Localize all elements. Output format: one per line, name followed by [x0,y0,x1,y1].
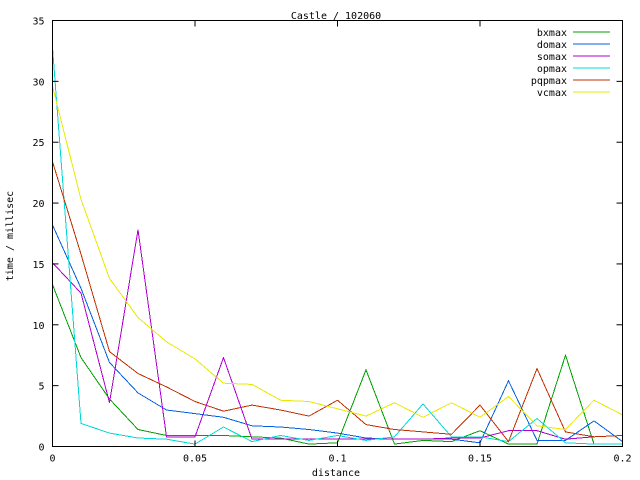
x-tick-label: 0.05 [183,454,207,465]
series-line-pqpmax [52,161,623,443]
legend-label-pqpmax: pqpmax [531,76,567,87]
legend-label-bxmax: bxmax [537,28,567,39]
y-tick-label: 10 [32,321,44,332]
x-tick-label: 0.15 [468,454,492,465]
series-layer [52,47,623,445]
series-line-opmax [52,47,623,445]
y-tick-label: 15 [32,260,44,271]
x-tick-label: 0.2 [613,454,631,465]
series-line-domax [52,224,623,444]
x-tick-label: 0 [49,454,55,465]
y-tick-label: 20 [32,199,44,210]
legend-label-somax: somax [537,52,567,63]
legend-label-vcmax: vcmax [537,88,567,99]
x-tick-label: 0.1 [328,454,346,465]
y-axis-label: time / millisec [5,191,16,281]
ticks-layer: 0 5 10 15 20 25 30 35 0 0.05 0.1 0.15 0.2 [32,17,631,465]
y-tick-label: 25 [32,138,44,149]
y-tick-label: 30 [32,77,44,88]
x-axis-label: distance [312,468,360,479]
legend-label-domax: domax [537,40,567,51]
chart-title: Castle / 102060 [291,11,381,22]
y-tick-label: 0 [38,443,44,454]
series-line-somax [52,229,623,440]
legend-label-opmax: opmax [537,64,567,75]
series-line-bxmax [52,284,623,445]
y-tick-label: 35 [32,17,44,28]
y-tick-label: 5 [38,382,44,393]
series-line-vcmax [52,86,623,431]
